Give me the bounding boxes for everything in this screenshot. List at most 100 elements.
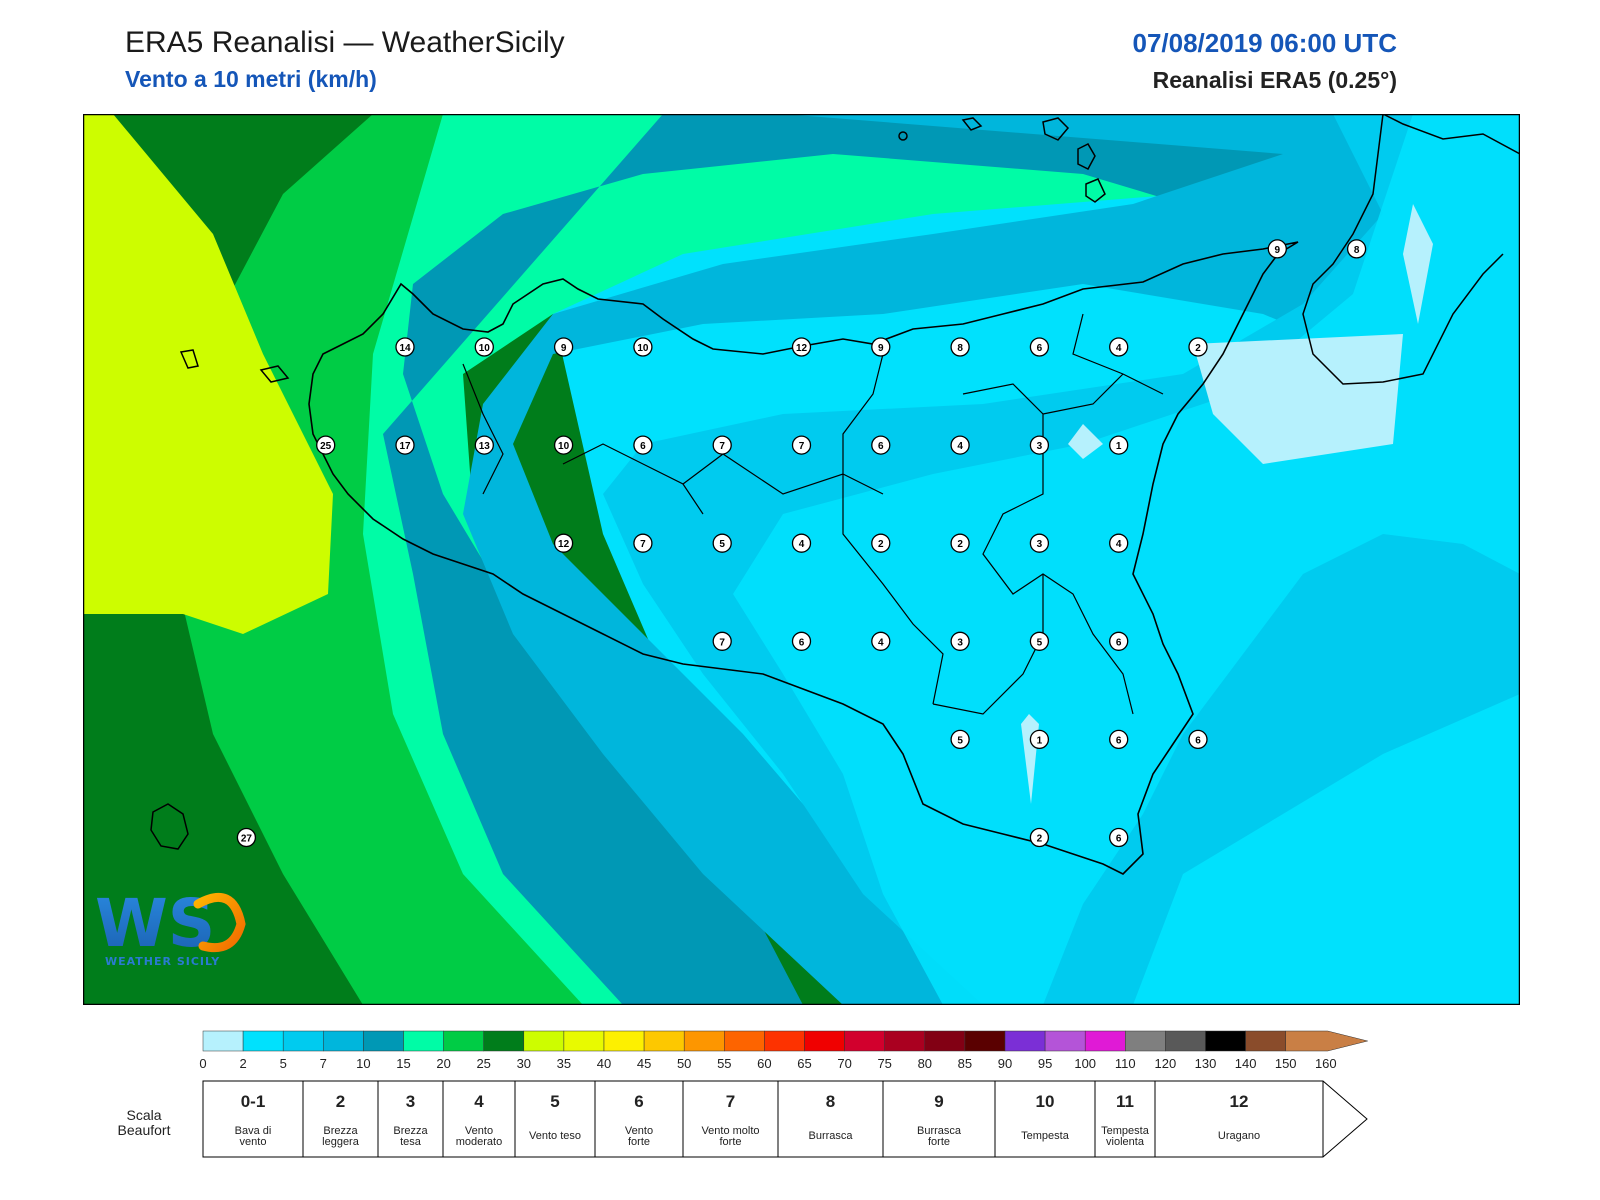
beaufort-description: Burrasca forte	[917, 1125, 962, 1148]
colorbar-ticks: 0 2 5 7 10 15 20 25 30 35 40 45 50 55 60 65 70 75 80 85 90 95…	[199, 1056, 1336, 1071]
station-value: 4	[878, 637, 884, 648]
station-marker: 6	[1109, 827, 1129, 848]
station-value: 6	[1195, 735, 1201, 746]
station-value: 2	[1195, 343, 1201, 354]
station-value: 7	[799, 441, 805, 452]
beaufort-cell-box	[202, 1080, 304, 1158]
station-value: 3	[1037, 539, 1043, 550]
station-marker: 25	[316, 435, 336, 455]
beaufort-description: Vento teso	[529, 1130, 581, 1142]
colorbar-segment	[523, 1030, 565, 1052]
beaufort-cell-box	[882, 1080, 996, 1158]
aeolian-islands	[898, 117, 1106, 203]
station-marker: 6	[1109, 729, 1129, 750]
colorbar-segment	[443, 1030, 484, 1052]
station-marker: 6	[633, 435, 653, 455]
station-marker-circle	[1267, 239, 1287, 259]
colorbar-tick-label: 90	[998, 1056, 1012, 1071]
station-marker-circle	[871, 337, 891, 357]
colorbar	[202, 1030, 1368, 1052]
sicily-coastline	[308, 241, 1299, 875]
station-value: 10	[479, 343, 491, 354]
datetime-label: 07/08/2019 06:00 UTC	[1132, 28, 1397, 58]
station-marker: 5	[1029, 631, 1050, 651]
station-value: 12	[796, 343, 808, 354]
station-marker: 6	[791, 631, 812, 651]
station-value: 7	[719, 441, 725, 452]
station-marker-circle	[1109, 729, 1129, 750]
colorbar-segment	[242, 1030, 284, 1052]
colorbar-tick-label: 45	[637, 1056, 651, 1071]
beaufort-description: Tempesta	[1021, 1130, 1070, 1142]
weather-sicily-logo: WS WEATHER SICILY	[95, 885, 246, 968]
station-marker-circle	[395, 337, 415, 357]
beaufort-cell: 7 Vento molto forte	[682, 1080, 779, 1158]
station-marker: 3	[1029, 435, 1050, 455]
province-borders	[462, 313, 1164, 715]
station-value: 4	[1116, 539, 1122, 550]
zone-0-2	[1403, 204, 1433, 324]
station-marker: 6	[1188, 729, 1208, 750]
station-marker: 7	[712, 435, 732, 455]
beaufort-description: Bava di vento	[235, 1125, 272, 1148]
beaufort-cell: 2 Brezza leggera	[302, 1080, 379, 1158]
station-marker: 9	[553, 337, 574, 357]
station-marker: 17	[395, 435, 415, 455]
station-marker: 2	[871, 533, 891, 553]
station-marker: 7	[712, 631, 732, 651]
colorbar-segment	[724, 1030, 765, 1052]
station-marker: 4	[871, 631, 891, 651]
beaufort-number: 0-1	[241, 1092, 266, 1111]
beaufort-number: 11	[1116, 1092, 1134, 1111]
colorbar-tick-label: 10	[356, 1056, 370, 1071]
station-marker: 6	[1029, 337, 1050, 357]
station-value: 9	[1275, 245, 1281, 256]
station-marker-circle	[1029, 729, 1050, 750]
station-value: 4	[957, 441, 963, 452]
station-marker-circle	[553, 435, 574, 455]
beaufort-number: 3	[406, 1092, 415, 1111]
wind-field	[83, 114, 1520, 1005]
beaufort-number: 7	[726, 1092, 735, 1111]
station-marker-circle	[633, 337, 653, 357]
station-marker-circle	[395, 435, 415, 455]
beaufort-description: Burrasca	[808, 1130, 853, 1142]
station-marker: 8	[1346, 239, 1367, 259]
colorbar-tick-label: 30	[517, 1056, 531, 1071]
station-value: 1	[1116, 441, 1122, 452]
station-marker-circle	[712, 631, 732, 651]
station-marker: 9	[1267, 239, 1287, 259]
station-marker: 4	[950, 435, 970, 455]
station-value: 3	[1037, 441, 1043, 452]
colorbar-tick-label: 5	[280, 1056, 287, 1071]
station-marker: 4	[1109, 533, 1129, 553]
wind-map: 9 814 10 9 10 12 9 8 6 4 225 17 13 10 6 7 7 6 4 3 112 7 5 4 2 2 3 4…	[83, 114, 1520, 1005]
station-value: 6	[1116, 637, 1122, 648]
station-marker-circle	[1029, 827, 1050, 848]
colorbar-segment	[483, 1030, 525, 1052]
station-marker-circle	[633, 533, 653, 553]
station-marker-circle	[791, 435, 812, 455]
station-value: 12	[558, 539, 570, 550]
station-marker: 12	[791, 337, 812, 357]
beaufort-number: 8	[826, 1092, 835, 1111]
beaufort-cell: 0-1 Bava di vento	[202, 1080, 304, 1158]
station-marker-circle	[712, 435, 732, 455]
egadi-islands	[179, 349, 290, 383]
station-marker-circle	[791, 337, 812, 357]
station-marker-circle	[474, 435, 494, 455]
beaufort-number: 2	[336, 1092, 345, 1111]
beaufort-description: Vento forte	[625, 1125, 653, 1148]
zone-30-35	[83, 114, 333, 634]
colorbar-tick-label: 40	[597, 1056, 611, 1071]
colorbar-segment	[323, 1030, 364, 1052]
station-marker-circle	[791, 631, 812, 651]
beaufort-cell-box	[594, 1080, 684, 1158]
station-marker-circle	[1109, 337, 1129, 357]
station-value: 17	[399, 441, 411, 452]
map-subtitle: Vento a 10 metri (km/h)	[125, 66, 377, 92]
station-value: 3	[957, 637, 963, 648]
station-marker-circle	[553, 533, 574, 553]
station-marker-circle	[1109, 533, 1129, 553]
beaufort-cell-box	[777, 1080, 884, 1158]
